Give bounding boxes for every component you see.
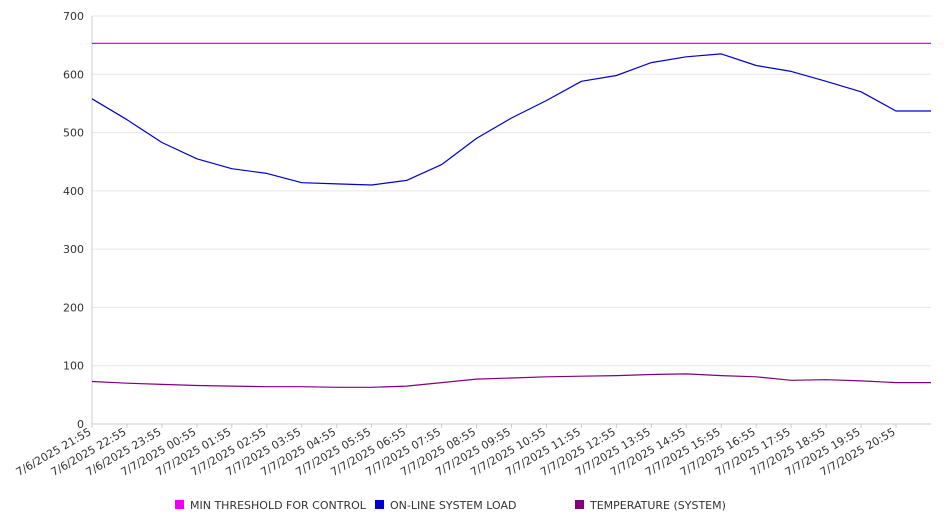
legend-label: TEMPERATURE (SYSTEM)	[589, 499, 726, 512]
y-tick-label: 400	[63, 185, 84, 198]
legend-swatch	[175, 500, 184, 509]
y-tick-label: 500	[63, 127, 84, 140]
y-tick-label: 600	[63, 68, 84, 81]
series-lines	[91, 42, 931, 388]
axes	[91, 16, 931, 428]
y-tick-labels: 0 100 200 300 400 500 600 700	[63, 10, 84, 431]
legend-swatch	[575, 500, 584, 509]
y-tick-label: 700	[63, 10, 84, 23]
legend-swatch	[375, 500, 384, 509]
y-tick-label: 0	[77, 418, 84, 431]
series-line-1	[91, 53, 931, 186]
series-line-2	[91, 373, 931, 388]
legend-label: ON-LINE SYSTEM LOAD	[390, 499, 516, 512]
y-tick-label: 200	[63, 301, 84, 314]
y-tick-label: 100	[63, 360, 84, 373]
legend-label: MIN THRESHOLD FOR CONTROL	[190, 499, 367, 512]
legend: MIN THRESHOLD FOR CONTROL ON-LINE SYSTEM …	[175, 499, 726, 512]
x-tick-labels: 7/6/2025 21:557/6/2025 22:557/6/2025 23:…	[14, 425, 898, 479]
gridlines	[92, 15, 931, 425]
y-tick-label: 300	[63, 243, 84, 256]
